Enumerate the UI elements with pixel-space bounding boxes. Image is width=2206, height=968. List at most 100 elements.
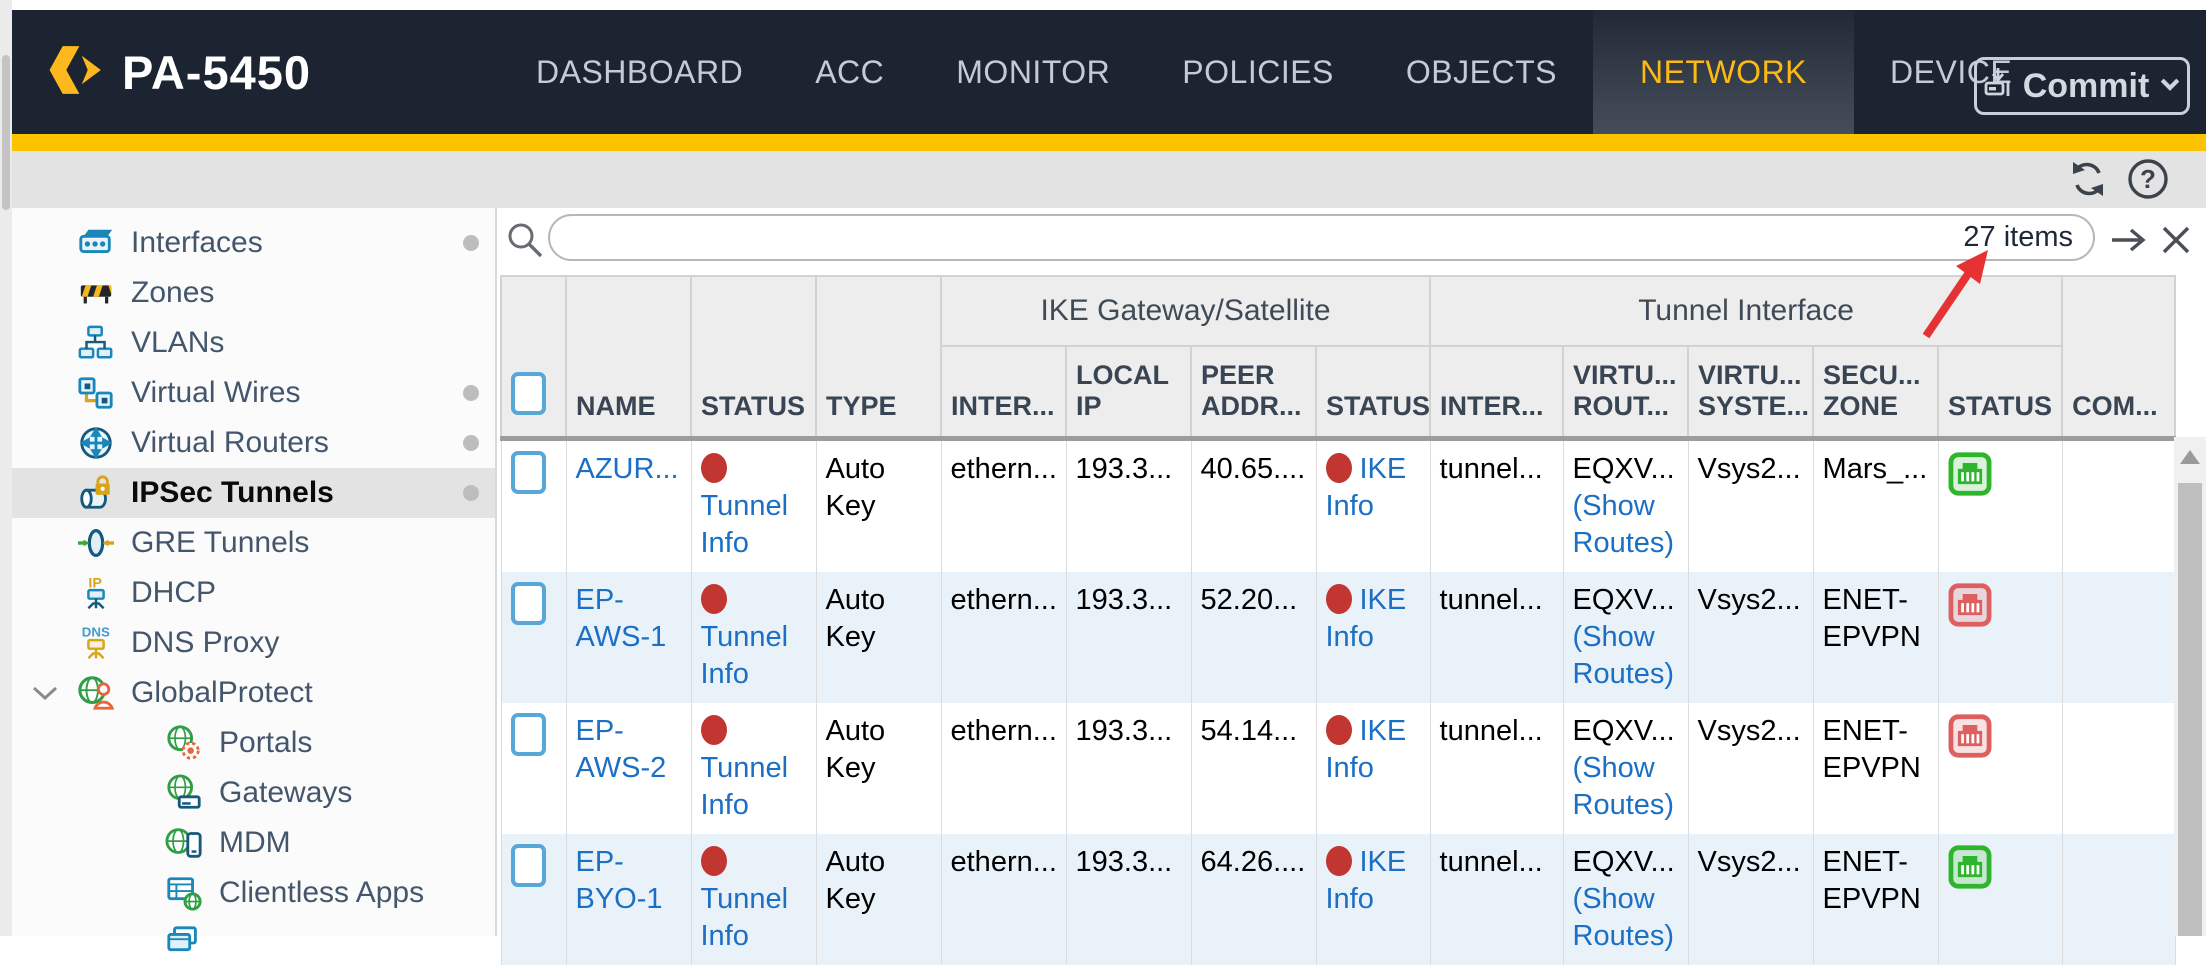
sidebar-item-gateways[interactable]: Gateways [12,768,495,818]
row-checkbox[interactable] [510,843,546,887]
select-all-checkbox[interactable] [511,371,546,415]
cell-comment [2061,438,2176,572]
show-routes-link[interactable]: (Show Routes) [1572,489,1675,559]
cell-ike-status: IKE Info [1315,438,1431,572]
tunnel-name-link[interactable]: EP-AWS-1 [575,583,667,653]
scrollbar-thumb[interactable] [2178,483,2202,936]
magnifier-icon[interactable] [505,220,545,260]
col-comment[interactable]: COM... [2061,275,2177,441]
group-ike-gateway: IKE Gateway/Satellite [939,275,1432,347]
col-security-zone[interactable]: SECU... ZONE [1812,345,1940,441]
cell-tunnel-status [1937,571,2063,703]
nav-network[interactable]: NETWORK [1592,10,1855,134]
tunnel-info-link[interactable]: Tunnel Info [700,489,789,559]
cell-name: EP-AWS-2 [565,702,692,834]
help-icon[interactable]: ? [2126,157,2170,201]
col-ike-peer-address[interactable]: PEER ADDR... [1190,345,1317,441]
svg-text:IP: IP [88,575,102,591]
chevron-down-icon[interactable] [28,681,62,705]
col-tunnel-interface[interactable]: INTER... [1429,345,1565,441]
col-ike-interface[interactable]: INTER... [940,345,1067,441]
row-checkbox[interactable] [510,450,546,494]
show-routes-link[interactable]: (Show Routes) [1572,751,1675,821]
show-routes-link[interactable]: (Show Routes) [1572,882,1675,952]
clear-filter-icon[interactable] [2156,220,2198,260]
col-virtual-system[interactable]: VIRTU... SYSTE... [1687,345,1815,441]
sidebar-item-clientless-apps[interactable]: Clientless Apps [12,868,495,918]
ike-info-link[interactable]: IKE Info [1325,845,1407,915]
tunnel-info-link[interactable]: Tunnel Info [700,882,789,952]
tunnel-info-link[interactable]: Tunnel Info [700,620,789,690]
cell-tunnel-interface: tunnel... [1429,702,1564,834]
cell-virtual-router: EQXV... (Show Routes) [1562,438,1689,572]
sidebar-item-virtual-routers[interactable]: Virtual Routers [12,418,495,468]
apply-filter-arrow-icon[interactable] [2108,220,2150,260]
main-nav: DASHBOARD ACC MONITOR POLICIES OBJECTS N… [500,10,2048,134]
cell-tunnel-status [1937,438,2063,572]
cell-name: EP-AWS-1 [565,571,692,703]
main-content: 27 items NAME STATUS TYPE IKE Gateway/Sa… [499,208,2206,965]
cell-virtual-system: Vsys2... [1687,702,1814,834]
tunnel-status-icon [1948,451,1992,497]
col-name[interactable]: NAME [565,275,692,441]
col-tunnel-status[interactable]: STATUS [1937,345,2064,441]
nav-policies[interactable]: POLICIES [1182,53,1334,90]
sidebar-item-ipsec-tunnels[interactable]: IPSec Tunnels [12,468,495,518]
col-ike-local-ip[interactable]: LOCAL IP [1065,345,1192,441]
sidebar-item-gre-tunnels[interactable]: GRE Tunnels [12,518,495,568]
col-ike-status[interactable]: STATUS [1314,345,1432,441]
sidebar-item-interfaces[interactable]: Interfaces [12,218,495,268]
page-toolbar: ? [12,151,2206,208]
sidebar-item-vlans[interactable]: VLANs [12,318,495,368]
refresh-icon[interactable] [2066,157,2110,201]
sidebar-item-clientless-app-groups[interactable] [12,918,495,968]
nav-monitor[interactable]: MONITOR [956,53,1111,90]
sidebar-item-portals[interactable]: Portals [12,718,495,768]
scroll-up-arrow-icon[interactable] [2180,450,2200,464]
sidebar-item-mdm[interactable]: MDM [12,818,495,868]
tunnel-name-link[interactable]: EP-BYO-1 [575,845,663,915]
cell-ike-interface: ethern... [940,571,1067,703]
filter-input[interactable] [570,220,1964,255]
dhcp-icon: IP [76,573,116,613]
tunnel-info-link[interactable]: Tunnel Info [700,751,789,821]
col-type[interactable]: TYPE [815,275,942,441]
svg-text:DNS: DNS [82,624,110,639]
tunnel-name-link[interactable]: EP-AWS-2 [575,714,667,784]
commit-button[interactable]: Commit [1974,57,2190,115]
ike-info-link[interactable]: IKE Info [1325,714,1407,784]
sidebar-item-dns-proxy[interactable]: DNS DNS Proxy [12,618,495,668]
gateways-icon [164,773,204,813]
cell-virtual-system: Vsys2... [1687,833,1814,965]
status-dot [463,485,479,501]
table-row: AZUR... Tunnel Info Auto Key ethern... 1… [500,438,2176,572]
sidebar-item-virtual-wires[interactable]: Virtual Wires [12,368,495,418]
sidebar-item-dhcp[interactable]: IP DHCP [12,568,495,618]
scrollbar-thumb[interactable] [2,55,10,210]
sidebar-item-zones[interactable]: Zones [12,268,495,318]
cell-security-zone: Mars_... [1812,438,1939,572]
dns-proxy-icon: DNS [76,623,116,663]
nav-objects[interactable]: OBJECTS [1405,53,1557,90]
portals-icon [164,723,204,763]
sidebar-item-globalprotect[interactable]: GlobalProtect [12,668,495,718]
nav-dashboard[interactable]: DASHBOARD [536,53,744,90]
col-status[interactable]: STATUS [690,275,817,441]
tunnel-status-icon [1948,582,1992,628]
row-checkbox[interactable] [510,712,546,756]
cell-select [500,833,567,965]
row-checkbox[interactable] [510,581,546,625]
tunnel-name-link[interactable]: AZUR... [575,452,679,485]
cell-peer-address: 40.65.... [1190,438,1317,572]
clientless-app-groups-icon [164,923,204,963]
cell-type: Auto Key [815,438,942,572]
cell-virtual-router: EQXV... (Show Routes) [1562,702,1689,834]
nav-acc[interactable]: ACC [815,53,885,90]
col-virtual-router[interactable]: VIRTU... ROUT... [1562,345,1690,441]
ike-info-link[interactable]: IKE Info [1325,452,1407,522]
table-scrollbar[interactable] [2174,437,2206,936]
show-routes-link[interactable]: (Show Routes) [1572,620,1675,690]
cell-type: Auto Key [815,702,942,834]
ipsec-tunnels-table: NAME STATUS TYPE IKE Gateway/Satellite T… [500,275,2177,965]
ike-info-link[interactable]: IKE Info [1325,583,1407,653]
